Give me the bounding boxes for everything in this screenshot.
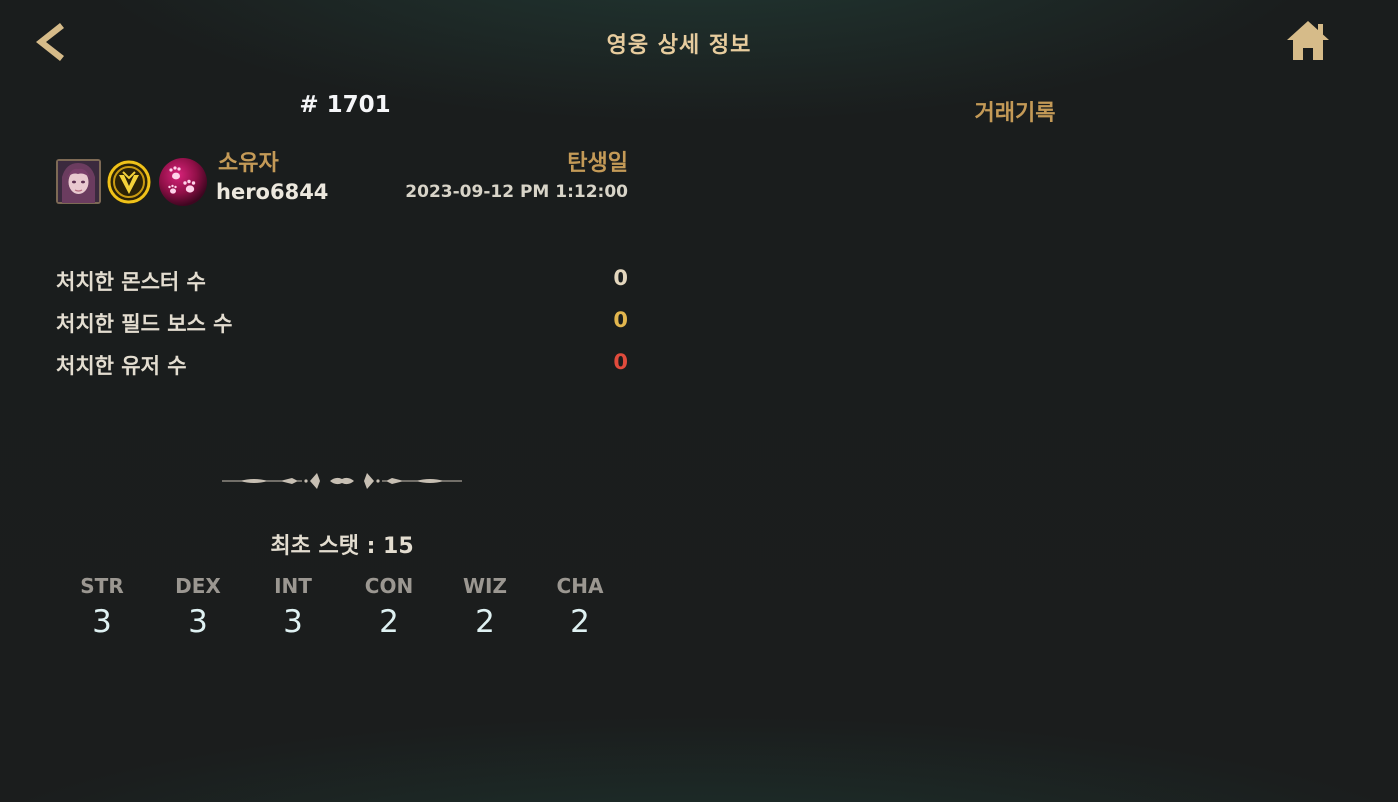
back-button[interactable] bbox=[30, 20, 70, 64]
kill-user-label: 처치한 유저 수 bbox=[56, 354, 187, 378]
class-emblem-icon bbox=[105, 158, 153, 206]
initial-stat-total: 최초 스탯 : 15 bbox=[270, 534, 414, 559]
owner-label: 소유자 bbox=[218, 151, 279, 176]
kill-user-count: 0 bbox=[613, 350, 628, 374]
stat-value: 2 bbox=[475, 604, 495, 640]
stat-cha: CHA 2 bbox=[535, 574, 625, 640]
paw-orb-icon bbox=[157, 156, 209, 208]
birth-date-value: 2023-09-12 PM 1:12:00 bbox=[405, 182, 628, 202]
owner-name: hero6844 bbox=[216, 180, 329, 204]
home-icon bbox=[1287, 21, 1329, 60]
stat-value: 2 bbox=[570, 604, 590, 640]
stat-value: 3 bbox=[92, 604, 112, 640]
stat-name: CHA bbox=[556, 574, 604, 598]
ornament-divider bbox=[220, 468, 464, 494]
stat-name: STR bbox=[80, 574, 124, 598]
stat-name: INT bbox=[274, 574, 312, 598]
stat-name: WIZ bbox=[462, 574, 507, 598]
stat-int: INT 3 bbox=[248, 574, 338, 640]
birth-date-label: 탄생일 bbox=[567, 151, 628, 176]
stat-value: 3 bbox=[283, 604, 303, 640]
home-button[interactable] bbox=[1284, 18, 1332, 64]
stat-con: CON 2 bbox=[344, 574, 434, 640]
kill-field-boss-label: 처치한 필드 보스 수 bbox=[56, 312, 233, 336]
trade-history-title: 거래기록 bbox=[974, 101, 1056, 126]
hero-number: # 1701 bbox=[299, 92, 391, 118]
hero-portrait-image bbox=[56, 159, 101, 204]
kill-monster-count: 0 bbox=[613, 266, 628, 290]
page-title: 영웅 상세 정보 bbox=[606, 33, 752, 58]
stat-str: STR 3 bbox=[57, 574, 147, 640]
stat-value: 2 bbox=[379, 604, 399, 640]
kill-monster-label: 처치한 몬스터 수 bbox=[56, 270, 206, 294]
back-chevron-icon bbox=[36, 23, 64, 61]
kill-field-boss-count: 0 bbox=[613, 308, 628, 332]
stat-value: 3 bbox=[188, 604, 208, 640]
stat-name: CON bbox=[364, 574, 414, 598]
stat-wiz: WIZ 2 bbox=[440, 574, 530, 640]
stat-name: DEX bbox=[175, 574, 221, 598]
stat-dex: DEX 3 bbox=[153, 574, 243, 640]
